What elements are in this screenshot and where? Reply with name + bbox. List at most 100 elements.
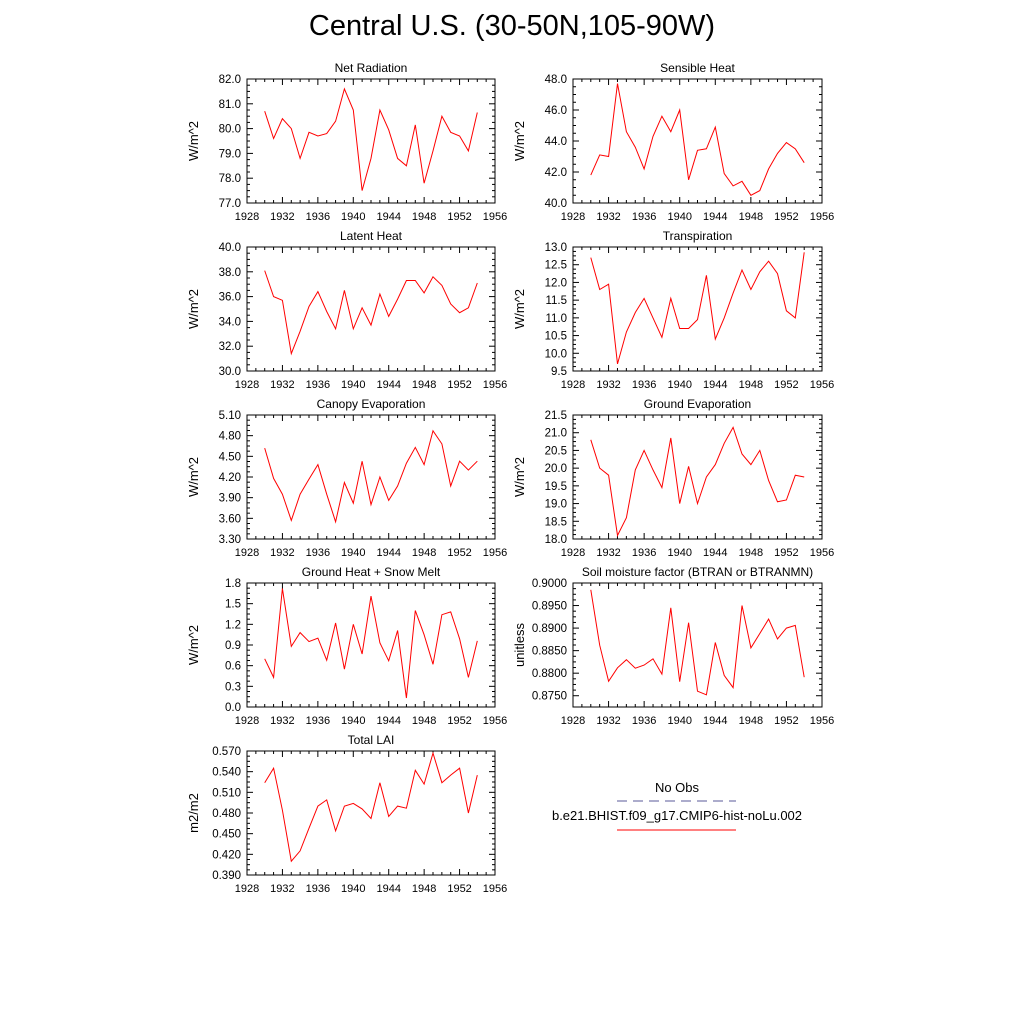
x-tick-label: 1932 [596, 211, 620, 223]
y-tick-label: 1.2 [225, 619, 241, 631]
y-tick-label: 21.5 [545, 410, 567, 422]
y-tick-label: 0.8900 [532, 623, 567, 635]
plot-frame [572, 414, 823, 540]
y-tick-label: 0.8800 [532, 668, 567, 680]
x-tick-label: 1956 [483, 715, 507, 727]
x-tick-label: 1956 [483, 547, 507, 559]
y-tick-label: 0.8750 [532, 691, 567, 703]
chart-title: Sensible Heat [660, 61, 735, 75]
series-line-1 [590, 83, 805, 196]
y-tick-label: 18.0 [545, 534, 567, 546]
x-tick-label: 1940 [341, 211, 365, 223]
series-line-1 [264, 751, 478, 863]
y-tick-label: 0.390 [212, 870, 241, 882]
y-axis-label: W/m^2 [186, 121, 201, 161]
y-tick-label: 12.0 [545, 277, 567, 289]
chart-title: Soil moisture factor (BTRAN or BTRANMN) [582, 565, 813, 579]
y-axis-label: W/m^2 [512, 121, 527, 161]
x-tick-label: 1956 [483, 379, 507, 391]
x-tick-label: 1956 [810, 715, 834, 727]
x-tick-label: 1952 [447, 715, 471, 727]
y-tick-label: 78.0 [219, 173, 241, 185]
y-tick-label: 1.5 [225, 599, 241, 611]
legend-model-label: b.e21.BHIST.f09_g17.CMIP6-hist-noLu.002 [551, 808, 803, 823]
y-tick-label: 0.9000 [532, 578, 567, 590]
x-tick-label: 1932 [270, 211, 294, 223]
y-axis-label: W/m^2 [186, 457, 201, 497]
legend-obs-label: No Obs [654, 780, 700, 795]
x-tick-label: 1952 [447, 211, 471, 223]
x-tick-label: 1940 [667, 547, 691, 559]
y-axis-label: W/m^2 [512, 289, 527, 329]
y-tick-label: 12.5 [545, 260, 567, 272]
series-line-1 [590, 252, 805, 365]
x-tick-label: 1956 [483, 211, 507, 223]
x-tick-label: 1944 [376, 883, 400, 895]
y-tick-label: 0.420 [212, 849, 241, 861]
y-tick-label: 10.5 [545, 331, 567, 343]
x-tick-label: 1932 [270, 379, 294, 391]
y-tick-label: 3.30 [219, 534, 241, 546]
x-tick-label: 1928 [235, 883, 259, 895]
y-tick-label: 11.5 [545, 295, 567, 307]
x-tick-label: 1936 [306, 379, 330, 391]
y-tick-label: 4.20 [219, 472, 241, 484]
y-tick-label: 82.0 [219, 74, 241, 86]
x-tick-label: 1952 [447, 379, 471, 391]
x-tick-label: 1928 [235, 211, 259, 223]
y-tick-label: 4.50 [219, 451, 241, 463]
x-tick-label: 1956 [810, 547, 834, 559]
y-tick-label: 5.10 [219, 410, 241, 422]
x-tick-label: 1944 [376, 211, 400, 223]
series-line-1 [264, 429, 478, 524]
y-tick-label: 0.510 [212, 787, 241, 799]
legend [617, 800, 736, 831]
x-tick-label: 1956 [810, 211, 834, 223]
y-axis-label: W/m^2 [186, 625, 201, 665]
x-tick-label: 1956 [483, 883, 507, 895]
x-tick-label: 1932 [596, 715, 620, 727]
x-tick-label: 1940 [667, 715, 691, 727]
y-axis-label: m2/m2 [186, 793, 201, 833]
x-tick-label: 1932 [596, 547, 620, 559]
x-tick-label: 1940 [341, 883, 365, 895]
x-tick-label: 1948 [412, 211, 436, 223]
figure-title: Central U.S. (30-50N,105-90W) [308, 10, 716, 42]
x-tick-label: 1952 [447, 547, 471, 559]
x-tick-label: 1928 [235, 547, 259, 559]
x-tick-label: 1952 [774, 211, 798, 223]
plot-frame [572, 246, 823, 372]
y-axis-label: W/m^2 [512, 457, 527, 497]
y-tick-label: 34.0 [219, 316, 241, 328]
x-tick-label: 1944 [703, 211, 727, 223]
x-tick-label: 1952 [447, 883, 471, 895]
y-tick-label: 44.0 [545, 136, 567, 148]
y-tick-label: 32.0 [219, 341, 241, 353]
x-tick-label: 1948 [739, 547, 763, 559]
x-tick-label: 1928 [235, 715, 259, 727]
chart-panel-7: Ground Heat + Snow Melt W/m^2 1928 1932 1936… [186, 565, 507, 727]
x-tick-label: 1948 [412, 547, 436, 559]
x-tick-label: 1936 [306, 715, 330, 727]
chart-title: Latent Heat [340, 229, 403, 243]
y-tick-label: 77.0 [219, 198, 241, 210]
series-line-1 [590, 589, 805, 696]
series-line-1 [264, 87, 478, 191]
x-tick-label: 1944 [703, 547, 727, 559]
x-tick-label: 1928 [561, 211, 585, 223]
x-tick-label: 1932 [270, 547, 294, 559]
x-tick-label: 1932 [270, 715, 294, 727]
y-tick-label: 9.5 [551, 366, 567, 378]
y-tick-label: 18.5 [545, 516, 567, 528]
x-tick-label: 1928 [561, 715, 585, 727]
x-tick-label: 1944 [376, 547, 400, 559]
y-tick-label: 3.60 [219, 513, 241, 525]
chart-title: Ground Heat + Snow Melt [302, 565, 441, 579]
y-tick-label: 1.8 [225, 578, 241, 590]
series-line-1 [264, 588, 478, 699]
y-tick-label: 19.5 [545, 481, 567, 493]
x-tick-label: 1936 [632, 547, 656, 559]
x-tick-label: 1940 [341, 379, 365, 391]
x-tick-label: 1948 [412, 379, 436, 391]
